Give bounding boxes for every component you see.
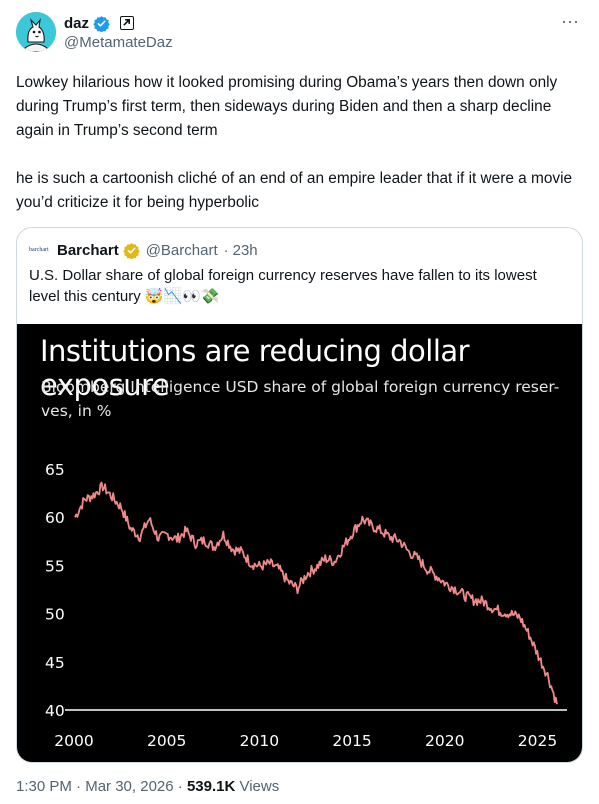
x-tick-label: 2025 — [518, 732, 557, 750]
y-tick-label: 55 — [45, 557, 65, 575]
quoted-tweet-text: U.S. Dollar share of global foreign curr… — [29, 267, 537, 305]
line-chart: 65 60 55 50 45 40 2000 2005 2010 2015 2020 2025 — [45, 461, 567, 750]
post-time[interactable]: 1:30 PM — [16, 778, 72, 795]
y-tick-label: 50 — [45, 606, 65, 624]
meta-separator: · — [223, 241, 229, 259]
cartoon-cat-avatar-icon — [16, 12, 56, 52]
chart-title: Institutions are reducing dollar exposur… — [40, 334, 470, 402]
quoted-timestamp[interactable]: 23h — [232, 241, 258, 259]
x-tick-label: 2005 — [147, 732, 186, 750]
y-tick-label: 45 — [45, 654, 65, 672]
chart-subtitle: Bloomberg Intelligence USD share of glob… — [41, 378, 560, 420]
more-options-icon[interactable]: ··· — [561, 11, 579, 31]
x-tick-label: 2015 — [332, 732, 371, 750]
tweet-footer: 1:30 PM · Mar 30, 2026 · 539.1K Views — [16, 778, 279, 795]
quoted-author-handle[interactable]: @Barchart — [145, 241, 218, 259]
blue-verified-badge-icon[interactable] — [93, 15, 110, 32]
y-tick-label: 60 — [45, 509, 65, 527]
x-tick-label: 2020 — [425, 732, 464, 750]
y-tick-label: 65 — [45, 461, 65, 479]
views-count: 539.1K — [186, 778, 236, 795]
footer-separator: · — [173, 778, 187, 795]
author-name[interactable]: daz — [64, 14, 90, 32]
y-tick-label: 40 — [45, 702, 65, 720]
chart-image[interactable]: 65 60 55 50 45 40 2000 2005 2010 2015 2020 2025 Ins… — [17, 324, 582, 762]
barchart-logo: barchart — [29, 247, 49, 253]
avatar[interactable] — [16, 12, 56, 52]
tweet-text: Lowkey hilarious how it looked promising… — [16, 71, 586, 215]
series-line — [74, 481, 558, 705]
x-tick-label: 2010 — [240, 732, 279, 750]
footer-separator: · — [71, 778, 86, 795]
quoted-author-name[interactable]: Barchart — [57, 241, 119, 259]
tweet-paragraph: he is such a cartoonish cliché of an end… — [16, 170, 573, 211]
gold-verified-badge-icon[interactable] — [122, 242, 140, 259]
post-date[interactable]: Mar 30, 2026 — [85, 778, 174, 795]
quoted-tweet[interactable]: barchart Barchart @Barchart · 23h U.S. D… — [16, 227, 583, 763]
external-arrow-icon[interactable] — [120, 16, 135, 30]
quoted-tweet-header: barchart Barchart @Barchart · 23h — [29, 240, 258, 260]
x-tick-label: 2000 — [54, 732, 93, 750]
author-handle[interactable]: @MetamateDaz — [64, 34, 173, 51]
tweet-paragraph: Lowkey hilarious how it looked promising… — [16, 74, 558, 139]
author-block: daz @MetamateDaz — [64, 13, 173, 52]
views-label: Views — [235, 778, 280, 795]
